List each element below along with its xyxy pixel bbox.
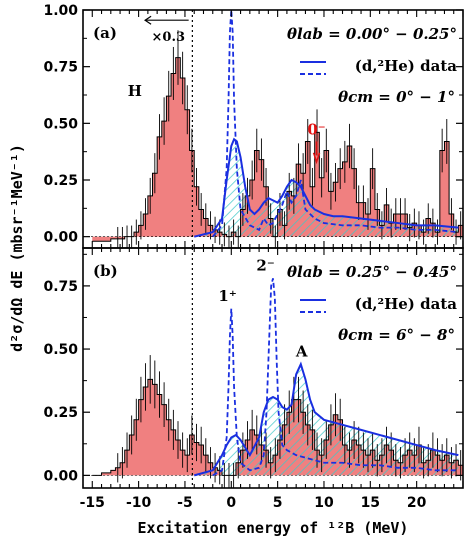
y-tick-label: 0.25 — [43, 405, 78, 421]
x-tick-label: 0 — [226, 495, 236, 511]
panel-b: 0.00 0.25 0.50 0.75 (b) θlab = 0.25° − 0.45° (… — [43, 247, 464, 489]
x-tick-label: 20 — [407, 495, 427, 511]
x-tick-label: -15 — [80, 495, 105, 511]
theta-cm-label: θcm = 0° − 1° — [338, 88, 455, 106]
peak-label: H — [128, 82, 142, 100]
y-tick-label: 0.00 — [43, 468, 78, 484]
x-tick-label: -10 — [126, 495, 152, 511]
legend-label: (d,²He) data — [355, 57, 458, 75]
scale-note: ×0.3 — [152, 30, 186, 45]
plot-area-a — [83, 10, 463, 248]
y-tick-label: 0.50 — [43, 116, 78, 132]
histogram-outline-b — [92, 378, 463, 476]
y-tick-label: 0.75 — [43, 60, 78, 76]
solid-curve-b — [193, 361, 459, 477]
theta-cm-label: θcm = 6° − 8° — [338, 326, 455, 344]
panel-label: (a) — [93, 24, 117, 42]
peak-label: 1⁺ — [218, 287, 236, 305]
x-tick-label: -5 — [177, 495, 193, 511]
legend-label: (d,²He) data — [355, 295, 458, 313]
x-tick-label: 10 — [314, 495, 334, 511]
y-tick-label: 1.00 — [43, 3, 78, 19]
x-axis-title: Excitation energy of ¹²B (MeV) — [138, 519, 409, 537]
dashed-curve-b — [212, 278, 459, 477]
theta-lab-label: θlab = 0.25° − 0.45° — [287, 263, 457, 281]
panel-label: (b) — [93, 262, 118, 280]
hatched-area-b — [194, 364, 459, 476]
zero-minus-arrowhead — [312, 152, 321, 165]
scale-arrowhead — [144, 15, 152, 25]
x-tick-label: 5 — [273, 495, 283, 511]
y-tick-label: 0.00 — [43, 230, 78, 246]
x-tick-label: 15 — [361, 495, 380, 511]
peak-label: 0⁻ — [307, 121, 325, 139]
plot-area-b — [83, 278, 463, 488]
histogram-outline-a — [92, 57, 463, 242]
y-tick-label: 0.75 — [43, 279, 78, 295]
y-axis-title: d²σ/dΩ dE (mbsr⁻¹MeV⁻¹) — [8, 144, 26, 352]
peak-label: A — [295, 343, 308, 361]
theta-lab-label: θlab = 0.00° − 0.25° — [287, 25, 457, 43]
y-tick-label: 0.25 — [43, 173, 78, 189]
panel-a: 0.00 0.25 0.50 0.75 1.00 (a) θlab = 0.00° − 0.… — [43, 3, 464, 249]
panel-frame-b — [82, 247, 464, 489]
hatched-area-a — [194, 139, 459, 237]
peak-label: 2⁻ — [256, 257, 274, 275]
y-tick-label: 0.50 — [43, 342, 78, 358]
